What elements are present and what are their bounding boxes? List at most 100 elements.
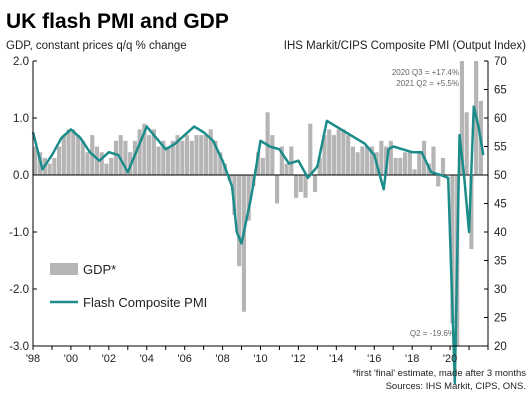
gdp-bar [232, 175, 237, 215]
gdp-bar [189, 140, 194, 175]
gdp-bar [71, 129, 76, 175]
gdp-bar [393, 157, 398, 175]
left-tick-label: -3.0 [9, 341, 29, 353]
gdp-bar [312, 175, 318, 193]
x-tick-labels: '98 '00 '02 '04 '06 '08 '10 '12 '14 '16 '18 '20 [26, 353, 457, 365]
legend-pmi-label: Flash Composite PMI [83, 295, 207, 310]
gdp-bar [459, 61, 464, 175]
left-tick-label: -1.0 [9, 227, 29, 239]
gdp-bar [237, 175, 242, 267]
gdp-bar [194, 135, 199, 175]
gdp-bar [346, 135, 351, 175]
x-tick-label: '12 [291, 353, 305, 365]
gdp-bar [156, 146, 161, 175]
x-tick-label: '14 [329, 353, 343, 365]
right-tick-label: 65 [494, 85, 507, 97]
gdp-bar [260, 157, 265, 175]
gdp-bar [85, 152, 90, 175]
left-tick-label: 1.0 [13, 113, 29, 125]
gdp-bar [369, 146, 374, 175]
gdp-bar [402, 152, 408, 175]
gdp-bar [360, 146, 365, 175]
gdp-bar [412, 169, 417, 175]
pmi-line-group [31, 105, 485, 385]
gdp-bar [293, 175, 299, 198]
gdp-bar [208, 129, 213, 175]
gdp-bar [398, 157, 403, 175]
legend-gdp-label: GDP* [83, 262, 116, 277]
x-tick-label: '20 [443, 353, 457, 365]
x-tick-label: '06 [177, 353, 191, 365]
x-tick-label: '98 [26, 353, 40, 365]
gdp-bar [104, 163, 109, 175]
right-tick-label: 70 [494, 56, 507, 68]
left-tick-label: -2.0 [9, 284, 29, 296]
gdp-bar [66, 129, 71, 175]
gdp-bar [298, 175, 303, 193]
gdp-bar [246, 175, 251, 221]
gdp-bar [180, 140, 185, 175]
footnote: *first 'final' estimate, made after 3 mo… [352, 368, 526, 379]
x-tick-label: '08 [215, 353, 229, 365]
gdp-bar [151, 129, 156, 175]
gdp-bar [308, 123, 313, 175]
gdp-bar [317, 157, 322, 175]
gdp-bar [279, 146, 284, 175]
left-tick-label: 0.0 [13, 170, 29, 182]
gdp-bar [350, 146, 355, 175]
gdp-bar [464, 112, 469, 175]
gdp-bars [33, 61, 483, 346]
gdp-bar [341, 129, 346, 175]
gdp-bar [47, 163, 52, 175]
right-tick-label: 40 [494, 227, 507, 239]
gdp-bar [440, 157, 446, 175]
gdp-bar [123, 140, 128, 175]
left-tick-label: 2.0 [13, 56, 29, 68]
left-axis-label: GDP, constant prices q/q % change [6, 40, 187, 52]
x-tick-label: '02 [102, 353, 116, 365]
annotation-top-line1: 2020 Q3 = +17.4% [392, 68, 459, 77]
gdp-bar [170, 140, 175, 175]
x-tick-label: '10 [253, 353, 267, 365]
right-tick-label: 20 [494, 341, 507, 353]
gdp-bar [52, 157, 57, 175]
gdp-bar [270, 135, 275, 175]
right-tick-label: 55 [494, 142, 507, 154]
gdp-bar [256, 152, 261, 175]
gdp-bar [379, 140, 384, 175]
gdp-bar [431, 146, 436, 175]
gdp-bar [303, 175, 308, 198]
right-tick-labels: 20 25 30 35 40 45 50 55 60 65 70 [494, 56, 507, 353]
annotation-top-line2: 2021 Q2 = +5.5% [396, 79, 459, 88]
gdp-bar [407, 152, 412, 175]
gdp-bar [113, 140, 119, 175]
gdp-bar [57, 146, 62, 175]
legend-gdp-swatch [50, 263, 78, 275]
gdp-bar [365, 146, 370, 175]
gdp-bar [331, 135, 337, 175]
gdp-bar [469, 175, 474, 250]
gdp-bar [199, 135, 204, 175]
left-tick-labels: -3.0 -2.0 -1.0 0.0 1.0 2.0 [9, 56, 29, 353]
right-axis-label: IHS Markit/CIPS Composite PMI (Output In… [284, 40, 526, 52]
gdp-bar [147, 135, 152, 175]
right-tick-label: 60 [494, 113, 507, 125]
gdp-bar [99, 152, 104, 175]
gdp-bar [142, 123, 147, 175]
gdp-bar [109, 157, 114, 175]
x-tick-label: '16 [367, 353, 381, 365]
gdp-bar [161, 140, 166, 175]
x-tick-label: '18 [405, 353, 419, 365]
gdp-bar [33, 146, 38, 175]
gdp-bar [175, 135, 180, 175]
annotation-bottom: Q2 = -19.6% [410, 329, 455, 338]
gdp-bar [118, 135, 123, 175]
right-tick-label: 35 [494, 256, 507, 268]
gdp-bar [284, 163, 289, 175]
gdp-bar [289, 146, 294, 175]
pmi-series-line [31, 105, 485, 385]
gdp-bar [75, 135, 81, 175]
gdp-bar [213, 140, 218, 175]
gdp-bar [203, 135, 209, 175]
